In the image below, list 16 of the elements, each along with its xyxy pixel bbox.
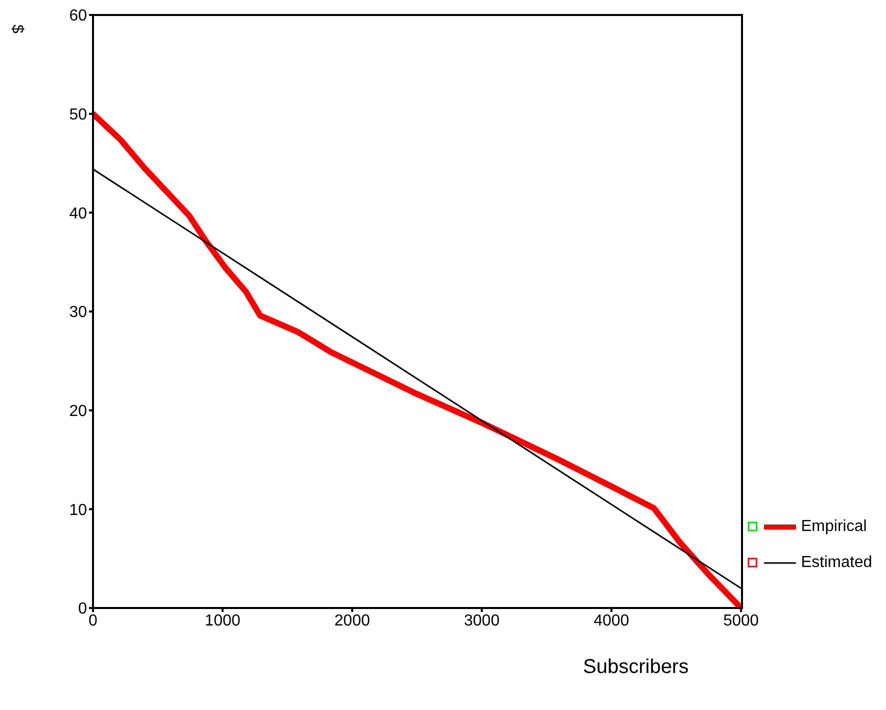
x-tick-label: 1000 [204,612,240,630]
legend-label: Estimated [801,554,872,572]
y-tick-label: 60 [69,8,88,25]
y-tick-label: 10 [69,502,88,519]
y-tick-label: 0 [78,600,88,618]
x-axis-title: Subscribers [583,656,689,679]
legend-label: Empirical [801,518,867,536]
x-tick-label: 3000 [464,612,500,630]
x-tick-label: 5000 [723,612,759,630]
y-tick-label: 30 [69,304,88,322]
y-axis-title: $ [7,24,26,34]
x-tick-label: 2000 [334,612,370,630]
y-tick-label: 50 [69,106,88,124]
y-tick-label: 40 [69,205,88,222]
x-tick-label: 4000 [594,612,630,630]
y-tick-label: 20 [69,403,88,420]
